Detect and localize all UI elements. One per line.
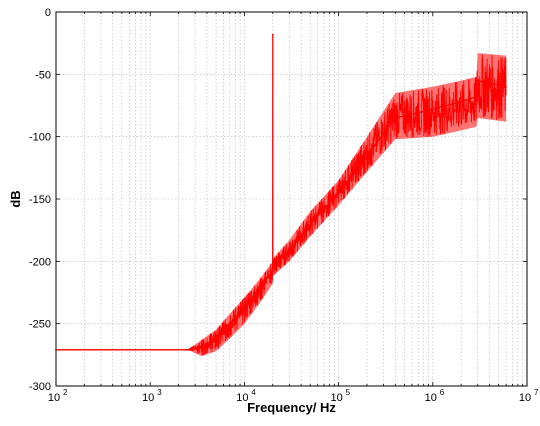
series-point [288, 250, 291, 253]
x-tick-exponent: 6 [440, 388, 445, 397]
series-point [394, 117, 397, 119]
series-point [243, 306, 246, 309]
series-point [309, 223, 312, 225]
series-trace [56, 54, 507, 356]
series-point [215, 337, 217, 340]
series-point [460, 101, 463, 103]
x-tick-label: 10 [425, 392, 437, 404]
y-tick-label: 0 [45, 7, 51, 19]
series-point [200, 345, 203, 347]
series-point [337, 192, 340, 194]
x-tick-exponent: 5 [346, 388, 351, 397]
y-axis-label: dB [8, 190, 23, 207]
x-tick-label: 10 [142, 392, 154, 404]
y-tick-label: -300 [29, 381, 51, 393]
series-point [432, 108, 434, 110]
x-tick-exponent: 7 [534, 388, 539, 397]
series-line [56, 34, 507, 351]
data-layer [55, 33, 507, 357]
grid-lines [56, 12, 527, 386]
y-tick-label: -150 [29, 194, 51, 206]
y-tick-label: -100 [29, 132, 51, 144]
series-point [272, 266, 274, 269]
x-tick-label: 10 [519, 392, 531, 404]
x-tick-label: 10 [330, 392, 342, 404]
y-tick-label: -250 [29, 319, 51, 331]
series-point [366, 154, 368, 157]
x-axis-label: Frequency/ Hz [247, 400, 336, 415]
x-tick-label: 10 [236, 392, 248, 404]
x-tick-exponent: 3 [157, 388, 162, 397]
series-noise-band [56, 34, 507, 357]
series-point [186, 349, 189, 351]
series-point [475, 96, 478, 98]
series-point [229, 322, 231, 325]
x-tick-exponent: 2 [63, 388, 68, 397]
series-point [260, 285, 262, 288]
y-tick-label: -50 [35, 69, 51, 81]
x-tick-exponent: 4 [251, 388, 256, 397]
series-point [272, 33, 274, 36]
x-tick-label: 10 [48, 392, 60, 404]
series-point [476, 79, 479, 82]
series-point [505, 86, 507, 88]
y-tick-label: -200 [29, 256, 51, 268]
series-point [271, 270, 274, 273]
